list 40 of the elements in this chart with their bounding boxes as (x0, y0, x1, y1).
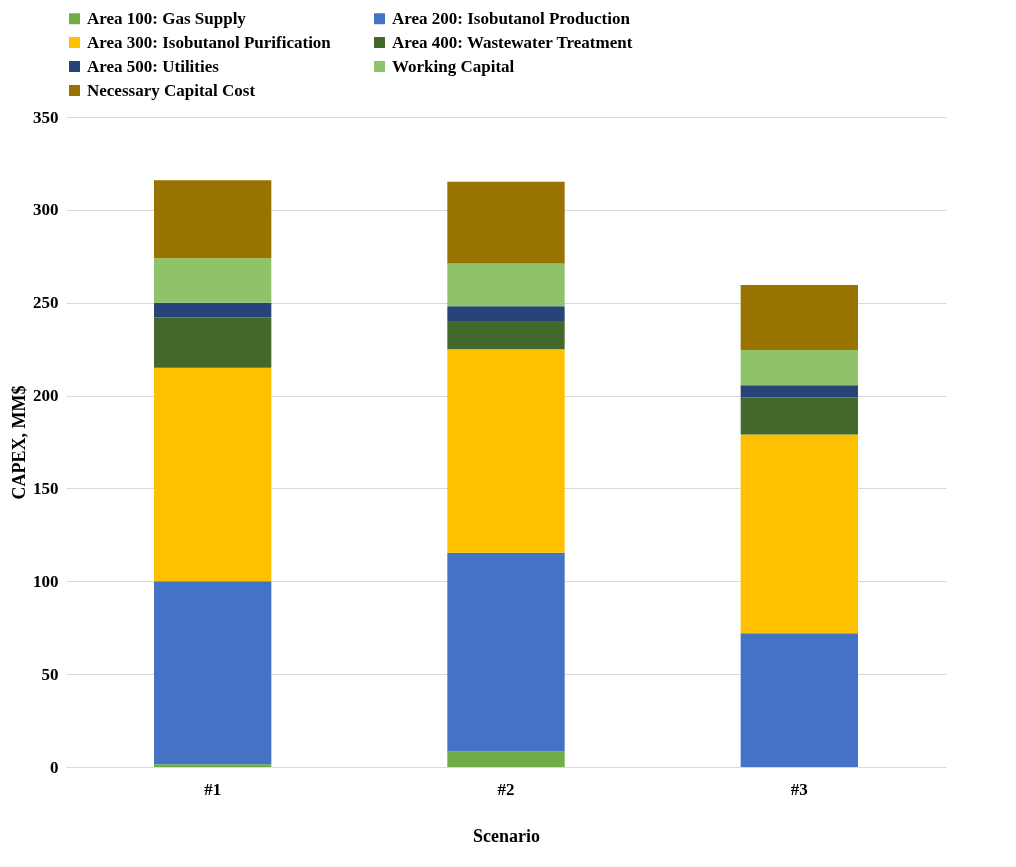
bar (154, 258, 272, 303)
y-axis-title: CAPEX, MM$ (9, 385, 29, 500)
legend-label: Working Capital (392, 56, 515, 76)
bar (154, 317, 272, 368)
bar (740, 285, 858, 351)
bar (740, 350, 858, 386)
x-tick-label: #3 (790, 779, 808, 799)
bar (740, 633, 858, 767)
y-tick-label: 300 (33, 200, 59, 220)
y-tick-label: 350 (33, 107, 59, 127)
legend-label: Necessary Capital Cost (87, 80, 256, 100)
legend-label: Area 100: Gas Supply (87, 8, 247, 28)
legend-label: Area 400: Wastewater Treatment (392, 32, 633, 52)
bar (447, 552, 565, 752)
bar (447, 751, 565, 767)
legend-label: Area 500: Utilities (87, 56, 220, 76)
y-tick-label: 150 (33, 478, 59, 498)
legend-label: Area 200: Isobutanol Production (392, 8, 631, 28)
y-tick-label: 200 (33, 386, 59, 406)
bar (447, 349, 565, 553)
bar (154, 367, 272, 582)
x-tick-label: #1 (204, 779, 222, 799)
bar (447, 181, 565, 264)
y-tick-label: 0 (50, 757, 59, 777)
bar (740, 397, 858, 435)
bar (447, 263, 565, 307)
y-tick-label: 50 (41, 664, 59, 684)
bar (447, 306, 565, 322)
x-axis-title: Scenario (473, 825, 540, 846)
bar (740, 434, 858, 634)
y-tick-label: 100 (33, 571, 59, 591)
bar (154, 302, 272, 318)
y-tick-label: 250 (33, 293, 59, 313)
legend-label: Area 300: Isobutanol Purification (87, 32, 332, 52)
bar (154, 764, 272, 767)
bar (740, 385, 858, 398)
bar (154, 581, 272, 765)
bar (447, 321, 565, 350)
x-tick-label: #2 (497, 779, 515, 799)
bar (154, 180, 272, 259)
